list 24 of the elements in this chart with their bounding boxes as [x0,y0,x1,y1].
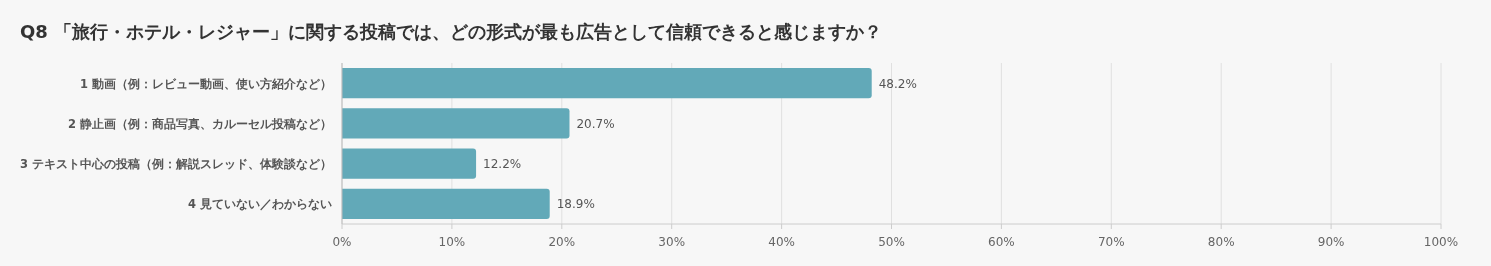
bar [342,188,550,219]
x-tick-label: 90% [1317,235,1345,249]
y-tick-label: 1 動画（例：レビュー動画、使い方紹介など） [79,76,332,91]
data-label: 18.9% [556,197,595,212]
x-tick-label: 80% [1207,235,1235,249]
x-tick-label: 20% [548,235,576,249]
bar [342,68,872,99]
y-tick-label: 3 テキスト中心の投稿（例：解説スレッド、体験談など） [19,157,332,172]
x-tick-label: 0% [332,235,352,249]
chart-title: Q8 「旅行・ホテル・レジャー」に関する投稿では、どの形式が最も広告として信頼できると感じますか？ [20,21,883,42]
data-label: 48.2% [878,76,917,91]
bar [342,108,570,139]
y-tick-label: 2 静止画（例：商品写真、カルーセル投稿など） [67,116,332,131]
x-tick-label: 10% [438,235,466,249]
x-tick-label: 60% [988,235,1015,249]
bar [342,148,477,179]
x-tick-label: 100% [1423,235,1459,249]
x-tick-label: 30% [658,235,686,249]
x-tick-label: 70% [1097,235,1125,249]
x-tick-label: 40% [768,235,795,249]
data-label: 20.7% [576,116,615,131]
data-label: 12.2% [483,157,522,172]
y-tick-label: 4 見ていない／わからない [187,197,332,212]
x-tick-label: 50% [878,235,905,249]
